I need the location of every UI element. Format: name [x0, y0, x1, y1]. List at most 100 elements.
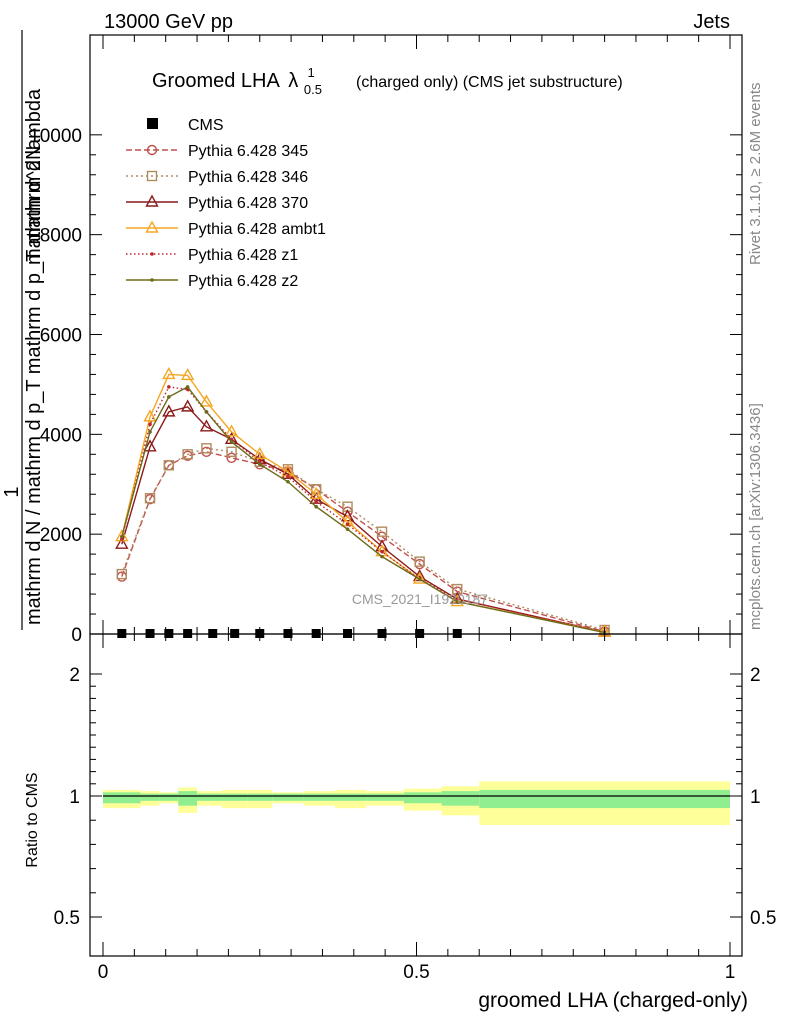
ratio-inner-band [303, 793, 335, 801]
ratio-bands [103, 781, 730, 826]
y-axis-label-numerator: mathrm d^2N [23, 146, 45, 265]
ratio-inner-band [178, 791, 198, 806]
series-marker-dot [455, 597, 460, 601]
series-marker-triangle [115, 536, 129, 549]
ratio-inner-band [479, 789, 730, 809]
series-marker-triangle [199, 394, 214, 407]
series-marker-triangle [162, 366, 176, 380]
x-tick-label: 0 [98, 962, 109, 983]
series-marker-square [376, 526, 388, 537]
legend-label: Pythia 6.428 346 [188, 169, 308, 186]
x-axis-label: groomed LHA (charged-only) [478, 989, 748, 1012]
ratio-y-tick-label-right: 0.5 [750, 908, 776, 929]
series-group [120, 385, 607, 635]
series-marker-dot [204, 410, 209, 414]
legend-label: Pythia 6.428 ambt1 [188, 221, 326, 238]
y-tick-label: 6000 [40, 326, 82, 347]
series-marker-dot [167, 395, 171, 399]
ratio-y-tick-label: 0.5 [54, 908, 80, 929]
ratio-inner-band [103, 792, 141, 804]
ratio-y-tick-label-right: 2 [750, 665, 761, 686]
series-marker-triangle [224, 424, 239, 437]
series-marker-triangle [180, 367, 195, 381]
series-marker-dot [167, 385, 171, 389]
legend-entry: Pythia 6.428 z2 [126, 273, 298, 290]
ratio-y-tick-label-right: 1 [750, 787, 761, 808]
ratio-y-tick-label: 2 [69, 665, 80, 686]
main-series-group [115, 366, 612, 637]
series-line [121, 386, 605, 634]
x-tick-label: 0.5 [403, 962, 429, 983]
legend-label: Pythia 6.428 z2 [188, 273, 298, 290]
rivet-label: Rivet 3.1.10, ≥ 2.6M events [747, 83, 764, 266]
legend: CMS Pythia 6.428 345 Pythia 6.428 346 Pythi… [126, 117, 326, 290]
series-marker-square [116, 568, 128, 580]
analysis-watermark: CMS_2021_I1920187 [352, 591, 488, 607]
y-tick-label: 10000 [29, 126, 82, 147]
series-marker-dot [286, 479, 290, 484]
ratio-y-label: Ratio to CMS [24, 772, 41, 867]
main-plot: 0 2000 4000 6000 8000 10000 CMS_2021_I1920187… [1, 30, 743, 646]
series-marker-dot [345, 527, 350, 531]
series-marker-dot [148, 430, 152, 434]
series-marker-dot [417, 577, 422, 581]
category-label: Jets [693, 11, 730, 33]
series-marker-square [146, 170, 158, 182]
series-line [121, 451, 605, 633]
y-tick-label: 4000 [40, 425, 82, 446]
main-y-ticks: 0 2000 4000 6000 8000 10000 [29, 126, 742, 646]
energy-label: 13000 GeV pp [104, 11, 233, 33]
series-marker-triangle [143, 439, 157, 452]
series-marker-dot [380, 554, 384, 559]
ratio-inner-band [247, 793, 273, 801]
series-marker-dot [314, 499, 318, 504]
series-marker-dot [120, 534, 124, 539]
ratio-inner-band [159, 793, 179, 801]
series-marker-triangle [145, 220, 159, 233]
legend-entry: Pythia 6.428 z1 [126, 247, 298, 264]
legend-entry: CMS [147, 117, 224, 134]
plot-title: Groomed LHA λ 0.5 1 [152, 65, 328, 99]
series-marker-dot [120, 537, 124, 541]
y-axis-label-one: 1 [1, 486, 23, 497]
series-marker-dot [314, 504, 318, 509]
series-marker-dot [257, 462, 262, 467]
series-marker-circle [146, 144, 158, 156]
series-marker-square [182, 449, 193, 460]
series-marker-triangle [253, 446, 267, 459]
series-marker-square [144, 493, 156, 504]
ratio-inner-band [334, 793, 367, 801]
ratio-plot: 0.5 0.51 12 2 0 0.5 1 Ratio to CMS groomed LH… [24, 35, 776, 1012]
series-line [121, 447, 605, 631]
legend-entry: Pythia 6.428 ambt1 [126, 220, 326, 238]
series-marker-circle [226, 452, 237, 463]
series-marker-triangle [199, 419, 214, 432]
ratio-inner-band [272, 793, 304, 801]
series-marker-square [163, 460, 175, 471]
x-axis-ticks: 0 0.5 1 [98, 35, 735, 983]
series-marker-triangle [340, 509, 355, 522]
y-tick-label: 8000 [40, 226, 82, 247]
series-marker-dot [150, 252, 154, 256]
ratio-inner-band [140, 793, 160, 801]
y-tick-label: 2000 [40, 525, 82, 546]
mcplots-label: mcplots.cern.ch [arXiv:1306.3436] [747, 403, 764, 630]
ratio-inner-band [222, 793, 248, 801]
title-symbol: λ [288, 70, 298, 92]
series-marker-dot [286, 474, 290, 479]
series-marker-dot [148, 422, 152, 427]
series-marker-dot [455, 599, 460, 604]
y-tick-label: 0 [71, 625, 82, 646]
series-marker-triangle [145, 194, 159, 207]
series-marker-triangle [309, 486, 323, 499]
legend-entry: Pythia 6.428 345 [126, 143, 308, 160]
series-marker-dot [380, 549, 384, 554]
legend-entry: Pythia 6.428 346 [126, 169, 308, 186]
legend-label: Pythia 6.428 345 [188, 143, 308, 160]
ratio-inner-band [441, 791, 480, 806]
legend-label: Pythia 6.428 z1 [188, 247, 298, 264]
legend-label: Pythia 6.428 370 [188, 195, 308, 212]
ratio-inner-band [366, 793, 404, 801]
title-sub: 0.5 [304, 82, 322, 97]
